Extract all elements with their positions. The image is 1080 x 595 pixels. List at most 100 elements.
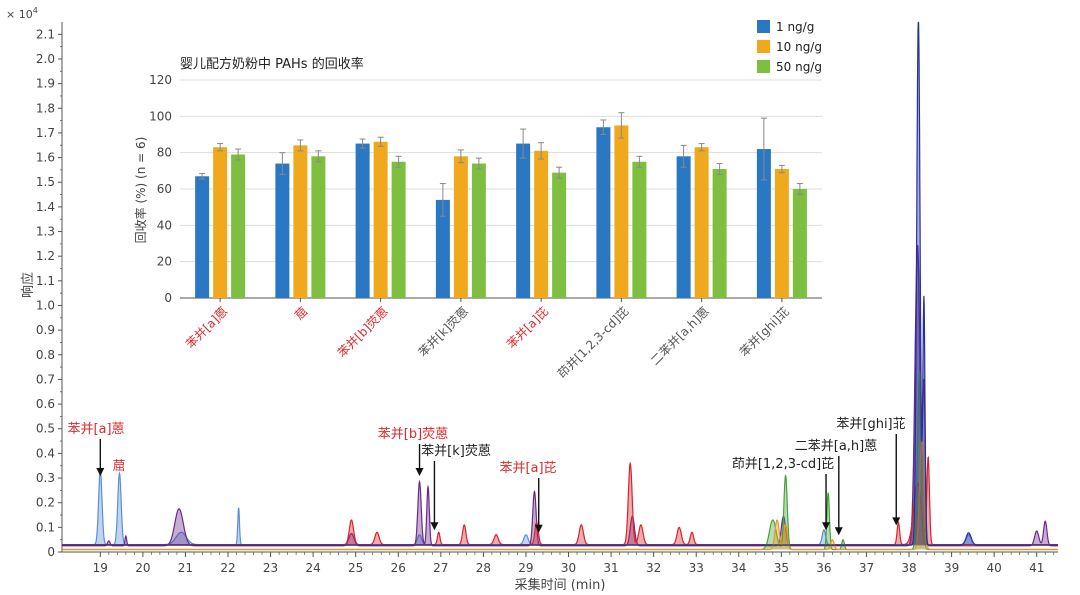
bar-10ngg-6 — [614, 125, 629, 299]
inset-y-tick-label: 80 — [157, 146, 172, 160]
x-tick-label: 22 — [220, 561, 235, 575]
x-tick-label: 35 — [774, 561, 789, 575]
bar-50ngg-1 — [231, 154, 246, 298]
peak-label-2: 䓛 — [112, 459, 125, 474]
x-tick-label: 39 — [944, 561, 959, 575]
x-axis-title: 采集时间 (min) — [515, 577, 606, 593]
x-tick-label: 34 — [731, 561, 746, 575]
x-tick-label: 23 — [263, 561, 278, 575]
bar-10ngg-5 — [534, 150, 549, 298]
y-tick-label: 0.2 — [36, 496, 55, 510]
x-tick-label: 33 — [689, 561, 704, 575]
peak-arrowhead-6 — [822, 522, 831, 531]
inset-y-tick-label: 0 — [164, 291, 172, 305]
peak-arrowhead-5 — [534, 524, 543, 533]
y-tick-label: 0.7 — [36, 372, 55, 386]
y-tick-label: 2.0 — [36, 52, 55, 66]
legend-swatch-3 — [757, 60, 770, 73]
x-tick-label: 20 — [135, 561, 150, 575]
y-tick-label: 1.1 — [36, 274, 55, 288]
y-tick-label: 1.6 — [36, 151, 55, 165]
inset-y-tick-label: 100 — [149, 109, 172, 123]
peak-arrowhead-8 — [892, 517, 901, 526]
x-tick-label: 38 — [901, 561, 916, 575]
y-tick-label: 1.2 — [36, 249, 55, 263]
y-tick-label: 0.1 — [36, 520, 55, 534]
y-axis-title: 响应 — [20, 272, 36, 298]
peak-label-1: 苯并[a]蒽 — [67, 422, 124, 437]
inset-title: 婴儿配方奶粉中 PAHs 的回收率 — [180, 56, 364, 72]
bar-1ngg-6 — [596, 127, 611, 298]
y-tick-label: 1.9 — [36, 77, 55, 91]
peak-arrowhead-3 — [415, 468, 424, 477]
legend-swatch-2 — [757, 40, 770, 53]
bar-50ngg-4 — [471, 163, 486, 298]
y-tick-label: 0.5 — [36, 422, 55, 436]
y-tick-label: 0.6 — [36, 397, 55, 411]
bar-chart-legend: 1 ng/g 10 ng/g 50 ng/g — [757, 20, 822, 74]
bar-10ngg-3 — [373, 141, 388, 298]
inset-y-tick-label: 120 — [149, 73, 172, 87]
legend-label-3: 50 ng/g — [776, 60, 822, 74]
peak-label-8: 苯并[ghi]苝 — [836, 416, 905, 432]
legend-swatch-1 — [757, 20, 770, 33]
y-tick-label: 2.1 — [36, 27, 55, 41]
y-tick-label: 1.3 — [36, 225, 55, 239]
bar-50ngg-3 — [391, 161, 406, 298]
inset-y-tick-label: 40 — [157, 218, 172, 232]
bar-10ngg-1 — [213, 147, 228, 298]
legend-label-2: 10 ng/g — [776, 40, 822, 54]
y-tick-label: 0.8 — [36, 348, 55, 362]
y-tick-label: 0.3 — [36, 471, 55, 485]
trace-fill-4 — [62, 372, 1058, 550]
peak-arrowhead-7 — [834, 527, 843, 536]
inset-y-axis-title: 回收率 (%) (n = 6) — [133, 137, 148, 244]
main-traces — [62, 21, 1058, 551]
x-tick-label: 26 — [391, 561, 406, 575]
bar-50ngg-2 — [311, 156, 326, 298]
bar-50ngg-6 — [632, 161, 647, 298]
y-axis-multiplier-exponent: 4 — [33, 6, 38, 15]
x-tick-label: 31 — [603, 561, 618, 575]
inset-y-tick-label: 20 — [157, 255, 172, 269]
x-tick-label: 32 — [646, 561, 661, 575]
x-tick-label: 28 — [476, 561, 491, 575]
x-tick-label: 19 — [93, 561, 108, 575]
y-tick-label: 0.4 — [36, 446, 55, 460]
main-axes: 0 0.1 0.2 0.3 0.4 0.5 0.6 0.7 0.8 0.9 1.0 1.1 1.2 1.3… — [6, 6, 1058, 593]
y-tick-label: 1.0 — [36, 298, 55, 312]
x-tick-label: 24 — [305, 561, 320, 575]
legend-label-1: 1 ng/g — [776, 20, 814, 34]
bar-10ngg-8 — [774, 169, 789, 298]
peak-label-6: 茚并[1,2,3-cd]芘 — [732, 456, 834, 472]
x-tick-label: 29 — [518, 561, 533, 575]
peak-label-5: 苯并[a]芘 — [499, 460, 556, 476]
bar-1ngg-3 — [355, 143, 370, 298]
y-axis-multiplier: × 104 — [6, 6, 38, 21]
trace-line-6 — [62, 21, 1058, 546]
bar-10ngg-7 — [694, 147, 709, 298]
trace-fill-5 — [62, 438, 1058, 550]
trace-line-3 — [62, 455, 1058, 546]
bar-1ngg-1 — [195, 176, 210, 298]
bar-1ngg-8 — [756, 149, 771, 298]
x-tick-label: 41 — [1029, 561, 1044, 575]
y-tick-label: 1.7 — [36, 126, 55, 140]
bar-1ngg-5 — [516, 143, 531, 298]
bar-50ngg-8 — [792, 189, 807, 298]
trace-line-4 — [62, 370, 1058, 551]
y-tick-label: 0 — [47, 545, 55, 559]
bar-1ngg-2 — [275, 163, 290, 298]
peak-arrowhead-4 — [430, 522, 439, 531]
inset-y-tick-label: 60 — [157, 182, 172, 196]
x-tick-label: 37 — [859, 561, 874, 575]
peak-label-3: 苯并[b]荧蒽 — [378, 427, 448, 442]
trace-line-2 — [62, 244, 1058, 547]
x-tick-label: 30 — [561, 561, 576, 575]
trace-line-5 — [62, 437, 1058, 551]
bar-50ngg-5 — [552, 172, 567, 298]
bar-50ngg-7 — [712, 169, 727, 298]
y-tick-label: 0.9 — [36, 323, 55, 337]
